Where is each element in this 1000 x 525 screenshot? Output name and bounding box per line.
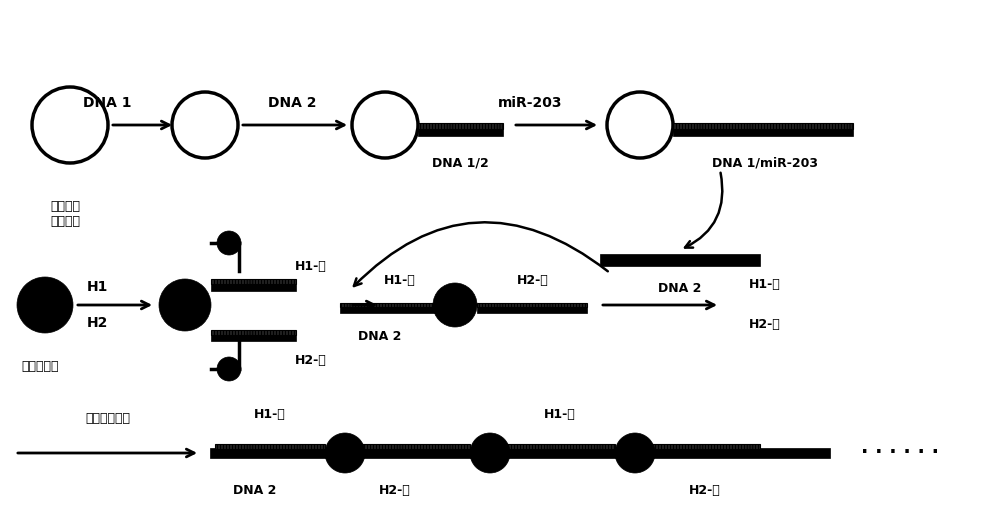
- Text: miR-203: miR-203: [498, 96, 562, 110]
- Text: H2-金: H2-金: [517, 274, 549, 287]
- Bar: [418, 123, 503, 129]
- Text: 杂交链式反应: 杂交链式反应: [86, 412, 130, 425]
- Circle shape: [217, 231, 241, 255]
- Bar: [211, 284, 296, 290]
- Bar: [477, 302, 587, 307]
- Bar: [477, 307, 587, 313]
- Text: H1-金: H1-金: [295, 260, 327, 274]
- Bar: [340, 302, 450, 307]
- Text: DNA 2: DNA 2: [268, 96, 316, 110]
- Text: 金纳米粒子: 金纳米粒子: [21, 360, 59, 373]
- Text: H2-金: H2-金: [295, 354, 327, 367]
- Text: DNA 1/miR-203: DNA 1/miR-203: [712, 156, 818, 170]
- Bar: [505, 444, 615, 449]
- Text: · · · · · ·: · · · · · ·: [861, 444, 939, 463]
- Bar: [210, 448, 830, 458]
- Bar: [340, 307, 450, 313]
- Text: DNA 2: DNA 2: [658, 281, 702, 295]
- Bar: [360, 444, 470, 449]
- Circle shape: [17, 277, 73, 333]
- Bar: [215, 444, 325, 449]
- Text: 羧基修饰
磁性微球: 羧基修饰 磁性微球: [50, 200, 80, 228]
- Bar: [211, 279, 296, 284]
- Circle shape: [433, 283, 477, 327]
- Bar: [211, 334, 296, 341]
- Circle shape: [159, 279, 211, 331]
- Text: DNA 2: DNA 2: [358, 331, 402, 343]
- Bar: [211, 330, 296, 334]
- Circle shape: [217, 357, 241, 381]
- Text: H2-金: H2-金: [689, 485, 721, 498]
- Text: H1-金: H1-金: [544, 408, 576, 422]
- Text: H1-金: H1-金: [254, 408, 286, 422]
- Text: H1-金: H1-金: [384, 274, 416, 287]
- Text: H2-金: H2-金: [749, 319, 781, 331]
- Text: H2-金: H2-金: [379, 485, 411, 498]
- Text: DNA 1/2: DNA 1/2: [432, 156, 488, 170]
- Text: DNA 2: DNA 2: [233, 485, 277, 498]
- Text: DNA 1: DNA 1: [83, 96, 131, 110]
- Circle shape: [325, 433, 365, 473]
- Circle shape: [615, 433, 655, 473]
- Circle shape: [470, 433, 510, 473]
- Bar: [650, 444, 760, 449]
- Text: H2: H2: [86, 316, 108, 330]
- Bar: [673, 129, 853, 135]
- Bar: [418, 129, 503, 135]
- Text: H1-金: H1-金: [749, 278, 781, 291]
- Text: H1: H1: [86, 280, 108, 294]
- Bar: [600, 254, 760, 266]
- Bar: [673, 123, 853, 129]
